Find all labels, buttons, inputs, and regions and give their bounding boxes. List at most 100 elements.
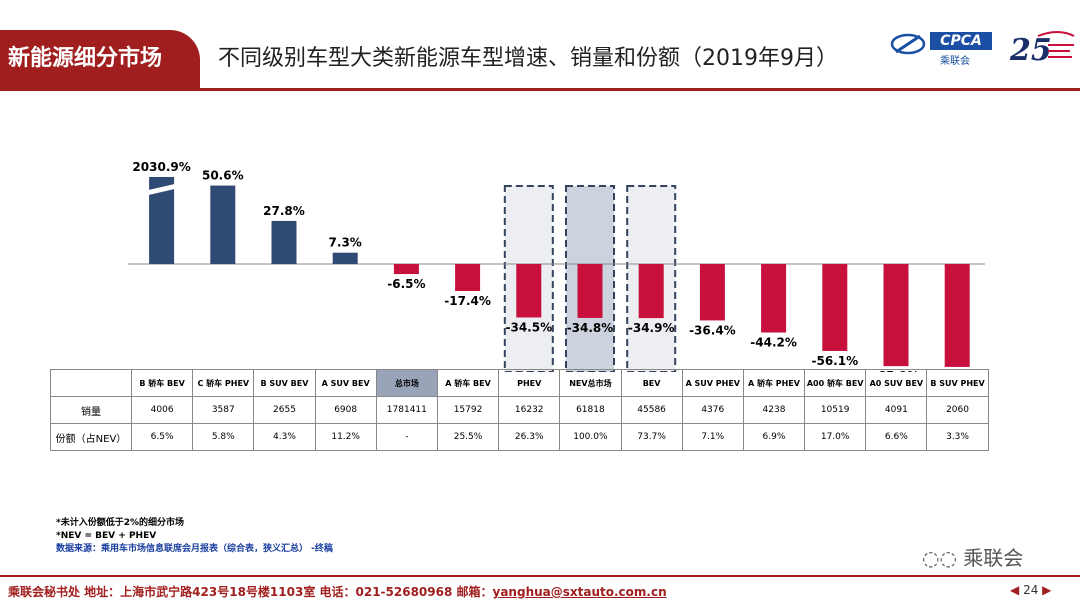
table-cell: 4.3% (253, 423, 316, 451)
bar (393, 264, 419, 275)
table-cell: - (375, 423, 438, 451)
table-cell: 4006 (130, 396, 194, 424)
bar (761, 264, 787, 333)
data-label: -34.5% (505, 320, 552, 334)
table-cell: 61818 (559, 396, 622, 424)
next-page-icon[interactable]: ▶ (1042, 583, 1052, 597)
data-label: -34.8% (567, 321, 614, 335)
table-header-cell: A 轿车 BEV (436, 369, 500, 397)
table-cell: 2655 (253, 396, 316, 424)
footnote-nev-definition: *NEV = BEV + PHEV (56, 531, 157, 541)
table-header-cell: A SUV PHEV (681, 369, 744, 397)
bar (944, 264, 970, 367)
table-header-cell: A0 SUV BEV (865, 369, 928, 397)
bar (210, 185, 236, 264)
axis-break-mark (144, 183, 180, 196)
caam-logo-icon (890, 33, 926, 55)
table-header-cell: A 轿车 PHEV (742, 369, 806, 397)
table-header-cell: B SUV BEV (253, 369, 316, 397)
table-row-label: 份额（占NEV） (50, 423, 132, 451)
table-cell: 6.9% (742, 423, 806, 451)
bar (699, 264, 725, 321)
table-cell: 25.5% (436, 423, 500, 451)
cpca-logo-text: 乘联会 (940, 56, 970, 67)
sales-share-table: B 轿车 BEV C 轿车 PHEV B SUV BEV A SUV BEV 总市场 A … (50, 369, 989, 451)
table-cell: 11.2% (314, 423, 377, 451)
page-title: 不同级别车型大类新能源车型增速、销量和份额（2019年9月） (218, 46, 838, 71)
table-row-label: 销量 (50, 396, 132, 424)
table-cell: 4376 (681, 396, 744, 424)
bar (822, 264, 848, 351)
table-header-cell: 总市场 (375, 369, 438, 397)
table-header-cell: BEV (620, 369, 683, 397)
section-tag: 新能源细分市场 (0, 30, 200, 88)
bar (638, 264, 664, 319)
table-header-row: B 轿车 BEV C 轿车 PHEV B SUV BEV A SUV BEV 总市场 A … (50, 369, 989, 397)
table-cell: 16232 (498, 396, 561, 424)
table-cell: 6.5% (130, 423, 194, 451)
footnote-data-source: 数据来源：乘用车市场信息联席会月报表（综合表，狭义汇总） -终稿 (56, 544, 333, 554)
bar (332, 252, 358, 264)
table-header-cell: C 轿车 PHEV (192, 369, 255, 397)
data-label: 7.3% (329, 236, 362, 250)
bar (516, 264, 542, 318)
footnotes: *未计入份额低于2%的细分市场 *NEV = BEV + PHEV 数据来源：乘… (56, 517, 333, 556)
table-header-cell: A00 轿车 BEV (804, 369, 867, 397)
wechat-icon: ◌◌ (922, 546, 957, 570)
footer-email-link[interactable]: yanghua@sxtauto.com.cn (492, 585, 667, 599)
table-cell: 100.0% (559, 423, 622, 451)
table-header-cell: PHEV (498, 369, 561, 397)
table-cell: 1781411 (375, 396, 438, 424)
data-label: -56.1% (811, 354, 858, 368)
table-cell: 6908 (314, 396, 377, 424)
table-cell: 45586 (620, 396, 683, 424)
table-corner-cell (50, 369, 132, 397)
header-divider (0, 88, 1080, 91)
page-number: 24 (1023, 583, 1039, 597)
table-header-cell: NEV总市场 (559, 369, 622, 397)
footer-contact: 乘联会秘书处 地址：上海市武宁路423号18号楼1103室 电话：021-526… (8, 585, 493, 599)
bar (577, 264, 603, 318)
anniversary-logo-icon: 25 (1009, 31, 1075, 68)
table-cell: 10519 (804, 396, 867, 424)
svg-text:25: 25 (1009, 33, 1052, 68)
footer: 乘联会秘书处 地址：上海市武宁路423号18号楼1103室 电话：021-526… (8, 583, 667, 600)
table-cell: 17.0% (804, 423, 867, 451)
data-label: -44.2% (750, 336, 797, 350)
data-label: 2030.9% (132, 160, 190, 174)
bar (271, 220, 297, 264)
bar (883, 264, 909, 367)
table-cell: 5.8% (192, 423, 255, 451)
table-cell: 7.1% (681, 423, 744, 451)
growth-bar-chart: 2030.9% 50.6% 27.8% 7.3% -6.5% -17.4% -34.5% -3… (128, 160, 985, 372)
table-cell: 4238 (742, 396, 806, 424)
table-row-share: 份额（占NEV） 6.5% 5.8% 4.3% 11.2% -25.5% 26.3% 100.… (50, 423, 989, 451)
table-row-sales: 销量 4006 3587 2655 6908 1781411 15792 16232 61818… (50, 396, 989, 424)
cpca-logo: CPCA (930, 32, 992, 50)
table-cell: 26.3% (498, 423, 561, 451)
page-navigator: ◀ 24 ▶ (1010, 583, 1051, 597)
table-header-cell: B 轿车 BEV (130, 369, 194, 397)
table-cell: 3587 (192, 396, 255, 424)
highlight-box (503, 185, 554, 372)
data-label: -34.9% (628, 321, 675, 335)
table-cell: 2060 (926, 396, 989, 424)
data-label: -17.4% (444, 294, 491, 308)
wechat-watermark: ◌◌ 乘联会 (922, 542, 1023, 571)
footnote-threshold: *未计入份额低于2%的细分市场 (56, 518, 184, 528)
table-header-cell: A SUV BEV (314, 369, 377, 397)
table-cell: 4091 (865, 396, 928, 424)
table-cell: 15792 (436, 396, 500, 424)
data-label: -6.5% (387, 277, 425, 291)
header: 新能源细分市场 不同级别车型大类新能源车型增速、销量和份额（2019年9月） C… (0, 0, 1080, 92)
table-header-cell: B SUV PHEV (926, 369, 989, 397)
table-cell: 6.6% (865, 423, 928, 451)
bar (455, 264, 481, 291)
table-cell: 3.3% (926, 423, 989, 451)
prev-page-icon[interactable]: ◀ (1010, 583, 1020, 597)
data-label: -36.4% (689, 323, 736, 337)
table-cell: 73.7% (620, 423, 683, 451)
wechat-label: 乘联会 (963, 546, 1024, 570)
data-label: 50.6% (202, 169, 244, 183)
data-label: 27.8% (263, 204, 305, 218)
